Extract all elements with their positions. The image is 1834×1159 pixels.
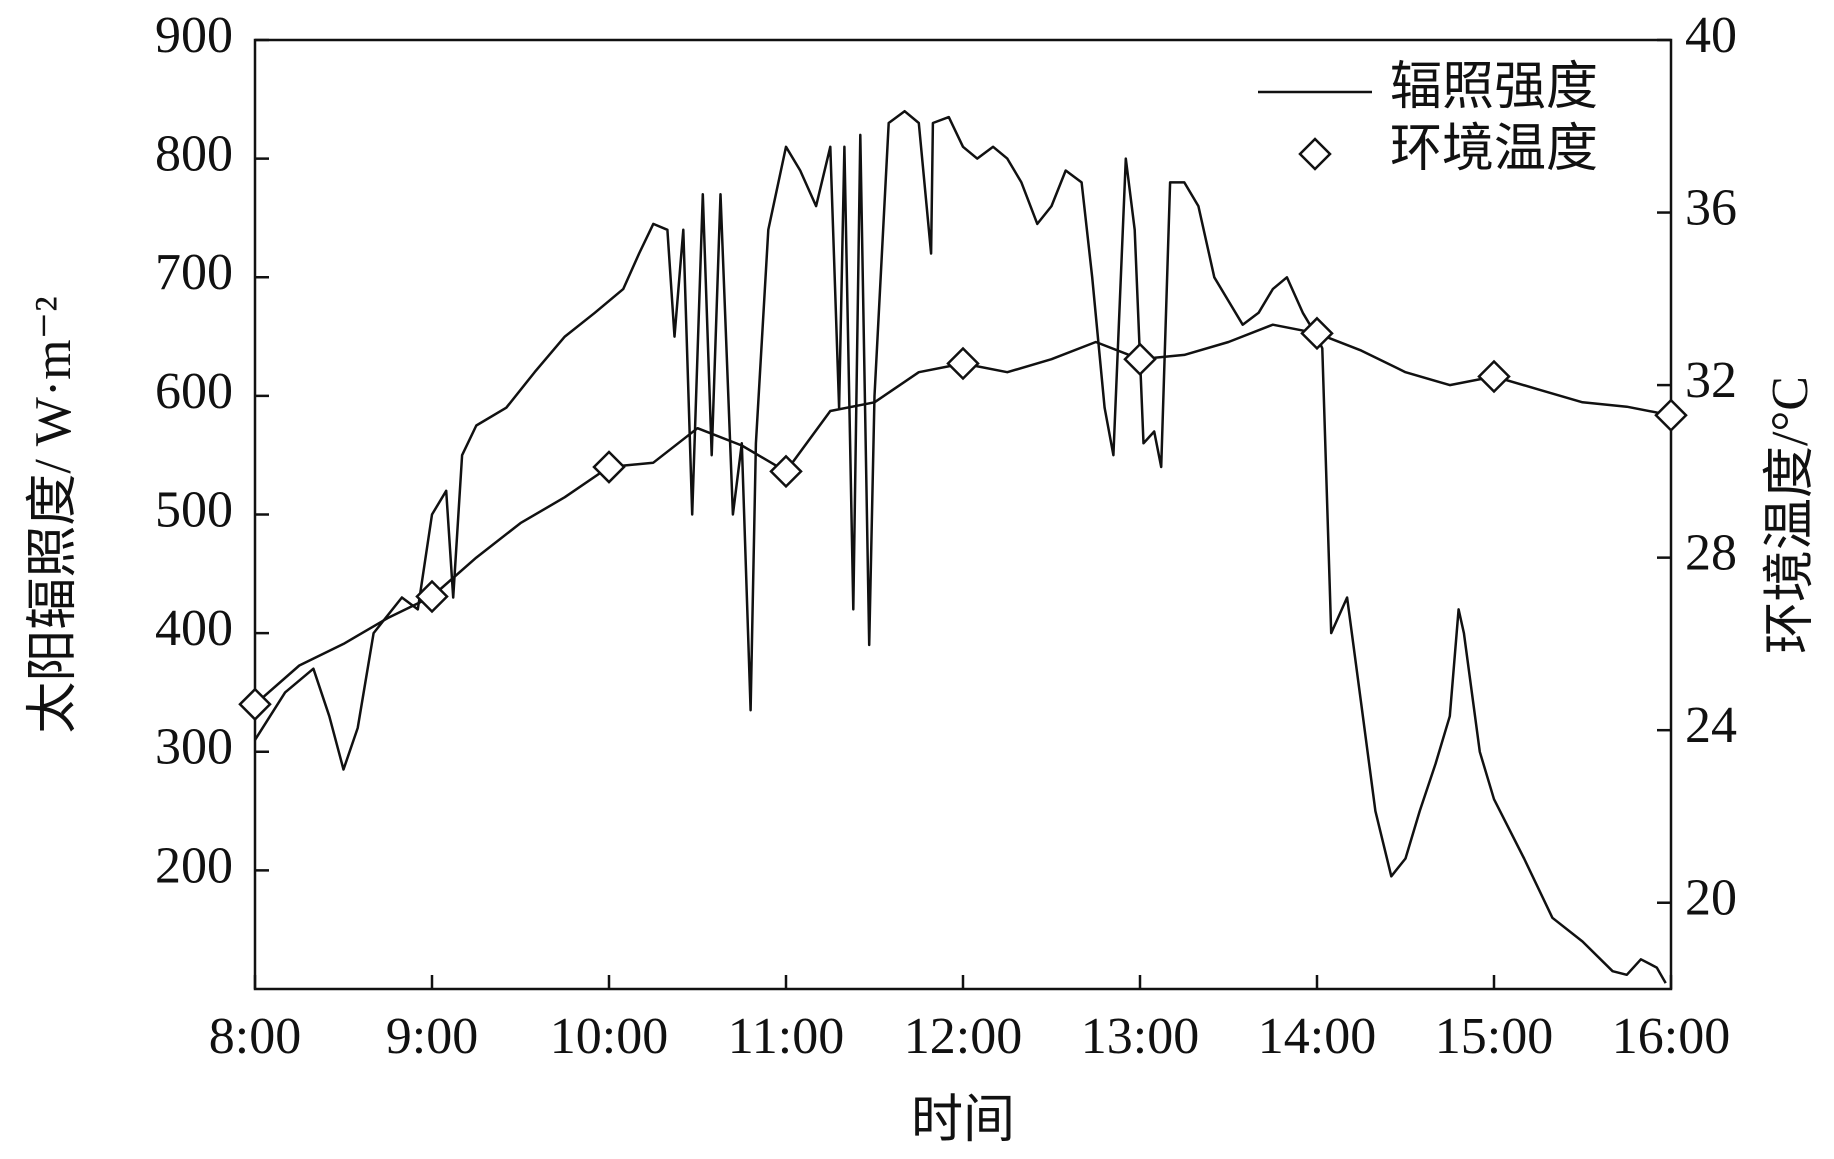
y-tick-label: 600 [155, 363, 233, 420]
x-tick-label: 12:00 [904, 1008, 1022, 1065]
series-line [253, 109, 1667, 984]
x-tick-label: 16:00 [1612, 1008, 1730, 1065]
legend-label: 辐照强度 [1390, 59, 1598, 116]
data-point [592, 450, 626, 484]
y2-tick-label: 24 [1685, 697, 1737, 754]
data-point [769, 454, 803, 489]
data-point [946, 346, 980, 381]
data-point [1654, 398, 1688, 433]
y2-tick-label: 32 [1685, 352, 1737, 409]
legend-marker [1298, 137, 1332, 171]
series-line [254, 323, 1672, 706]
data-point [1477, 359, 1511, 394]
x-tick-label: 14:00 [1258, 1008, 1376, 1065]
x-tick-label: 9:00 [386, 1008, 478, 1065]
y-axis-title: 太阳辐照度/ W·m⁻² [25, 296, 82, 733]
y2-tick-label: 40 [1685, 7, 1737, 64]
y-tick-label: 800 [155, 126, 233, 183]
y-tick-label: 500 [155, 481, 233, 538]
legend-label: 环境温度 [1390, 121, 1598, 178]
y-tick-label: 700 [155, 244, 233, 301]
data-point [415, 579, 449, 614]
y2-tick-label: 28 [1685, 525, 1737, 582]
data-point [238, 687, 272, 722]
x-tick-label: 11:00 [728, 1008, 845, 1065]
x-tick-label: 10:00 [550, 1008, 668, 1065]
y-tick-label: 200 [155, 837, 233, 894]
y2-axis-title: 环境温度/°C [1762, 376, 1819, 654]
y-tick-label: 400 [155, 600, 233, 657]
y2-tick-label: 36 [1685, 179, 1737, 236]
data-point [1123, 342, 1157, 376]
x-tick-label: 8:00 [209, 1008, 301, 1065]
plot-frame [253, 38, 1673, 991]
y-tick-label: 300 [155, 719, 233, 776]
x-axis-title: 时间 [911, 1092, 1015, 1149]
data-point [1300, 316, 1334, 351]
x-tick-label: 13:00 [1081, 1008, 1199, 1065]
x-tick-label: 15:00 [1435, 1008, 1553, 1065]
y-tick-label: 900 [155, 7, 233, 64]
y2-tick-label: 20 [1685, 870, 1737, 927]
